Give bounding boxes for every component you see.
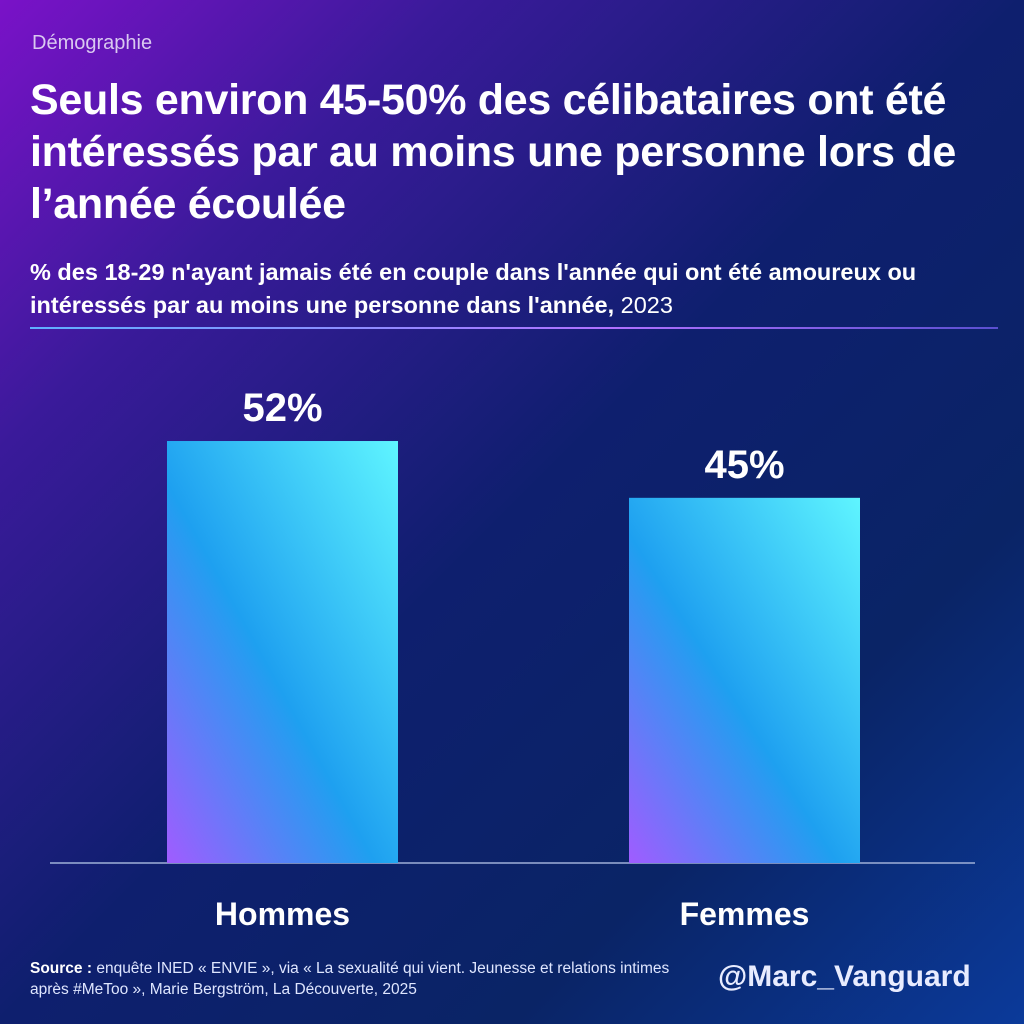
chart-title: Seuls environ 45-50% des célibataires on… (30, 76, 956, 228)
bar-femmes (629, 497, 860, 863)
data-label: 45% (704, 443, 784, 487)
source-label: Source : (30, 960, 93, 977)
source-text: enquête INED « ENVIE », via « La sexuali… (30, 960, 670, 998)
subtitle-year: 2023 (620, 292, 673, 318)
category-tick-label: Hommes (215, 896, 350, 932)
category-tick-label: Femmes (680, 896, 810, 932)
source-note: Source : enquête INED « ENVIE », via « L… (30, 958, 690, 1000)
data-label: 52% (242, 386, 322, 430)
author-handle: @Marc_Vanguard (718, 960, 971, 993)
bar-hommes (167, 441, 398, 863)
divider (30, 327, 998, 329)
subtitle-text: % des 18-29 n'ayant jamais été en couple… (30, 259, 917, 318)
chart-subtitle: % des 18-29 n'ayant jamais été en couple… (30, 256, 1010, 322)
category-label: Démographie (32, 32, 153, 54)
